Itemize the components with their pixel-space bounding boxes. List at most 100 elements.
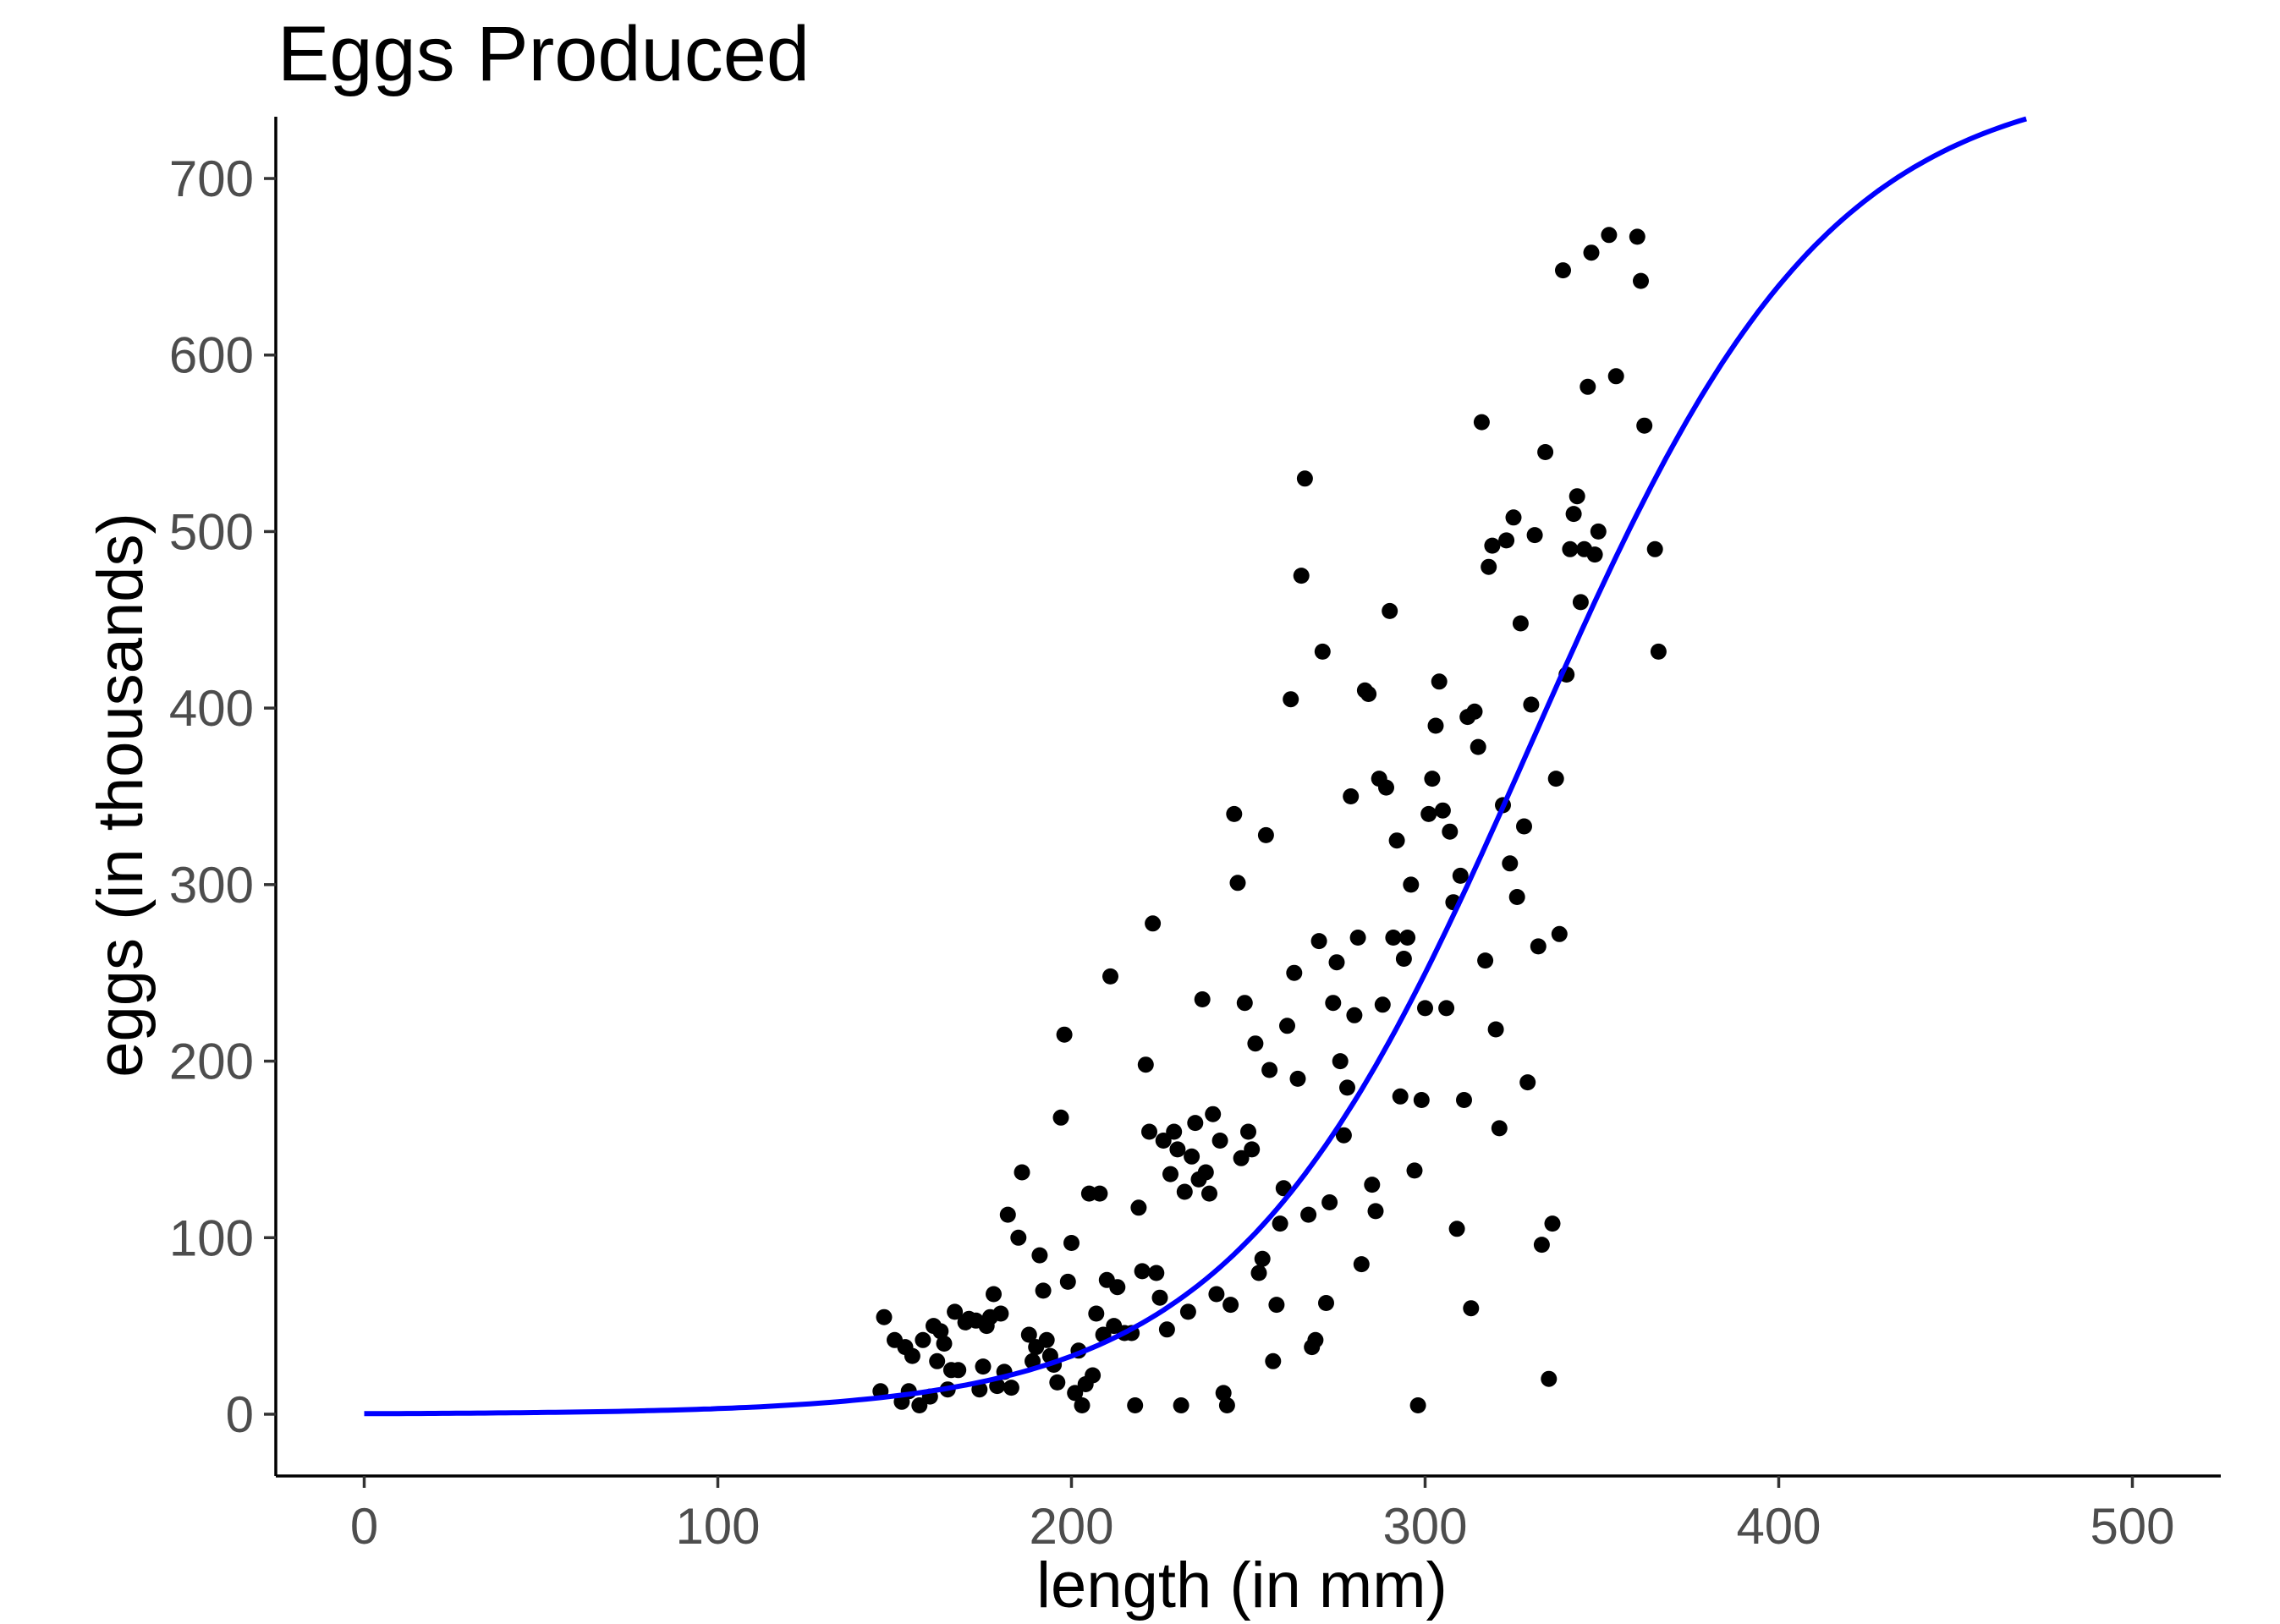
data-point bbox=[1293, 568, 1310, 584]
data-point bbox=[950, 1362, 967, 1379]
data-point bbox=[1385, 930, 1402, 946]
y-tick-label: 200 bbox=[169, 1034, 254, 1090]
data-point bbox=[1020, 1326, 1037, 1343]
data-point bbox=[1364, 1177, 1381, 1193]
data-point bbox=[1353, 1256, 1370, 1273]
data-point bbox=[1533, 1237, 1550, 1254]
data-point bbox=[1583, 244, 1600, 261]
data-point bbox=[1417, 1000, 1433, 1017]
chart-title: Eggs Produced bbox=[277, 11, 810, 97]
data-point bbox=[1526, 527, 1543, 544]
data-point bbox=[1261, 1062, 1278, 1078]
data-point bbox=[1530, 938, 1547, 955]
data-points bbox=[872, 227, 1667, 1413]
y-axis-title: eggs (in thousands) bbox=[85, 513, 157, 1078]
data-point bbox=[1551, 925, 1568, 942]
data-point bbox=[1572, 594, 1589, 611]
data-point bbox=[1569, 488, 1585, 505]
data-point bbox=[929, 1352, 946, 1369]
data-point bbox=[1127, 1397, 1144, 1413]
data-point bbox=[1272, 1215, 1288, 1232]
data-point bbox=[1512, 615, 1529, 632]
data-point bbox=[999, 1206, 1016, 1223]
data-point bbox=[1403, 876, 1420, 893]
data-point bbox=[1448, 1221, 1465, 1237]
data-point bbox=[1346, 1007, 1363, 1023]
data-point bbox=[1289, 1070, 1306, 1087]
data-point bbox=[1148, 1265, 1165, 1281]
y-tick-label: 500 bbox=[169, 503, 254, 560]
data-point bbox=[1382, 602, 1398, 619]
data-point bbox=[1629, 228, 1645, 245]
data-point bbox=[1197, 1164, 1214, 1181]
data-point bbox=[1162, 1166, 1178, 1182]
data-point bbox=[1236, 995, 1253, 1012]
data-point bbox=[1424, 771, 1441, 787]
data-point bbox=[1091, 1185, 1108, 1202]
data-point bbox=[1014, 1164, 1030, 1181]
data-point bbox=[1265, 1352, 1282, 1369]
data-point bbox=[1010, 1229, 1027, 1246]
data-point bbox=[1335, 1127, 1352, 1144]
data-point bbox=[1205, 1106, 1222, 1122]
y-tick-label: 700 bbox=[169, 151, 254, 207]
data-point bbox=[1056, 1026, 1073, 1043]
data-point bbox=[1491, 1120, 1508, 1137]
data-point bbox=[1283, 691, 1299, 708]
data-point bbox=[1179, 1303, 1196, 1320]
data-point bbox=[1590, 523, 1607, 540]
data-point bbox=[1636, 417, 1653, 434]
data-point bbox=[1374, 996, 1391, 1013]
x-tick-label: 400 bbox=[1736, 1498, 1821, 1555]
data-point bbox=[1607, 368, 1624, 385]
data-point bbox=[1484, 537, 1501, 554]
data-point bbox=[975, 1358, 992, 1375]
x-tick-label: 200 bbox=[1029, 1498, 1113, 1555]
data-point bbox=[1155, 1133, 1172, 1149]
data-point bbox=[1257, 826, 1274, 843]
data-point bbox=[1166, 1123, 1183, 1140]
data-point bbox=[1505, 509, 1522, 526]
data-point bbox=[1399, 930, 1416, 946]
data-point bbox=[1481, 558, 1497, 575]
data-point bbox=[1473, 414, 1490, 431]
y-tick-label: 400 bbox=[169, 680, 254, 737]
data-point bbox=[1173, 1397, 1189, 1413]
data-point bbox=[932, 1323, 949, 1340]
data-point bbox=[1502, 855, 1519, 872]
data-point bbox=[1477, 952, 1494, 969]
data-point bbox=[1463, 1300, 1480, 1317]
data-point bbox=[1633, 272, 1649, 289]
data-point bbox=[1151, 1289, 1168, 1306]
y-tick-label: 600 bbox=[169, 327, 254, 384]
data-point bbox=[1420, 805, 1437, 822]
data-point bbox=[1537, 444, 1554, 460]
y-tick-label: 300 bbox=[169, 857, 254, 914]
data-point bbox=[1074, 1397, 1091, 1413]
data-point bbox=[1523, 696, 1540, 713]
data-point bbox=[1085, 1367, 1102, 1384]
data-point bbox=[1229, 875, 1246, 892]
data-point bbox=[1434, 802, 1451, 819]
x-tick-label: 300 bbox=[1382, 1498, 1467, 1555]
data-point bbox=[1367, 1203, 1384, 1220]
data-point bbox=[1244, 1141, 1261, 1158]
data-point bbox=[876, 1309, 893, 1325]
data-point bbox=[1318, 1295, 1334, 1311]
fitted-curve bbox=[364, 116, 2027, 1417]
data-point bbox=[1544, 1215, 1561, 1232]
data-point bbox=[936, 1336, 953, 1352]
data-point bbox=[1296, 470, 1313, 487]
x-tick-label: 100 bbox=[675, 1498, 760, 1555]
data-point bbox=[1226, 805, 1243, 822]
data-point bbox=[1452, 867, 1469, 884]
data-point bbox=[1176, 1183, 1193, 1200]
data-point bbox=[1240, 1123, 1256, 1140]
data-point bbox=[1088, 1305, 1105, 1322]
data-point bbox=[1547, 771, 1564, 787]
data-point bbox=[1413, 1092, 1430, 1108]
data-point bbox=[1059, 1273, 1076, 1290]
data-point bbox=[1395, 951, 1412, 967]
data-point bbox=[1555, 262, 1571, 279]
data-point bbox=[911, 1397, 928, 1413]
